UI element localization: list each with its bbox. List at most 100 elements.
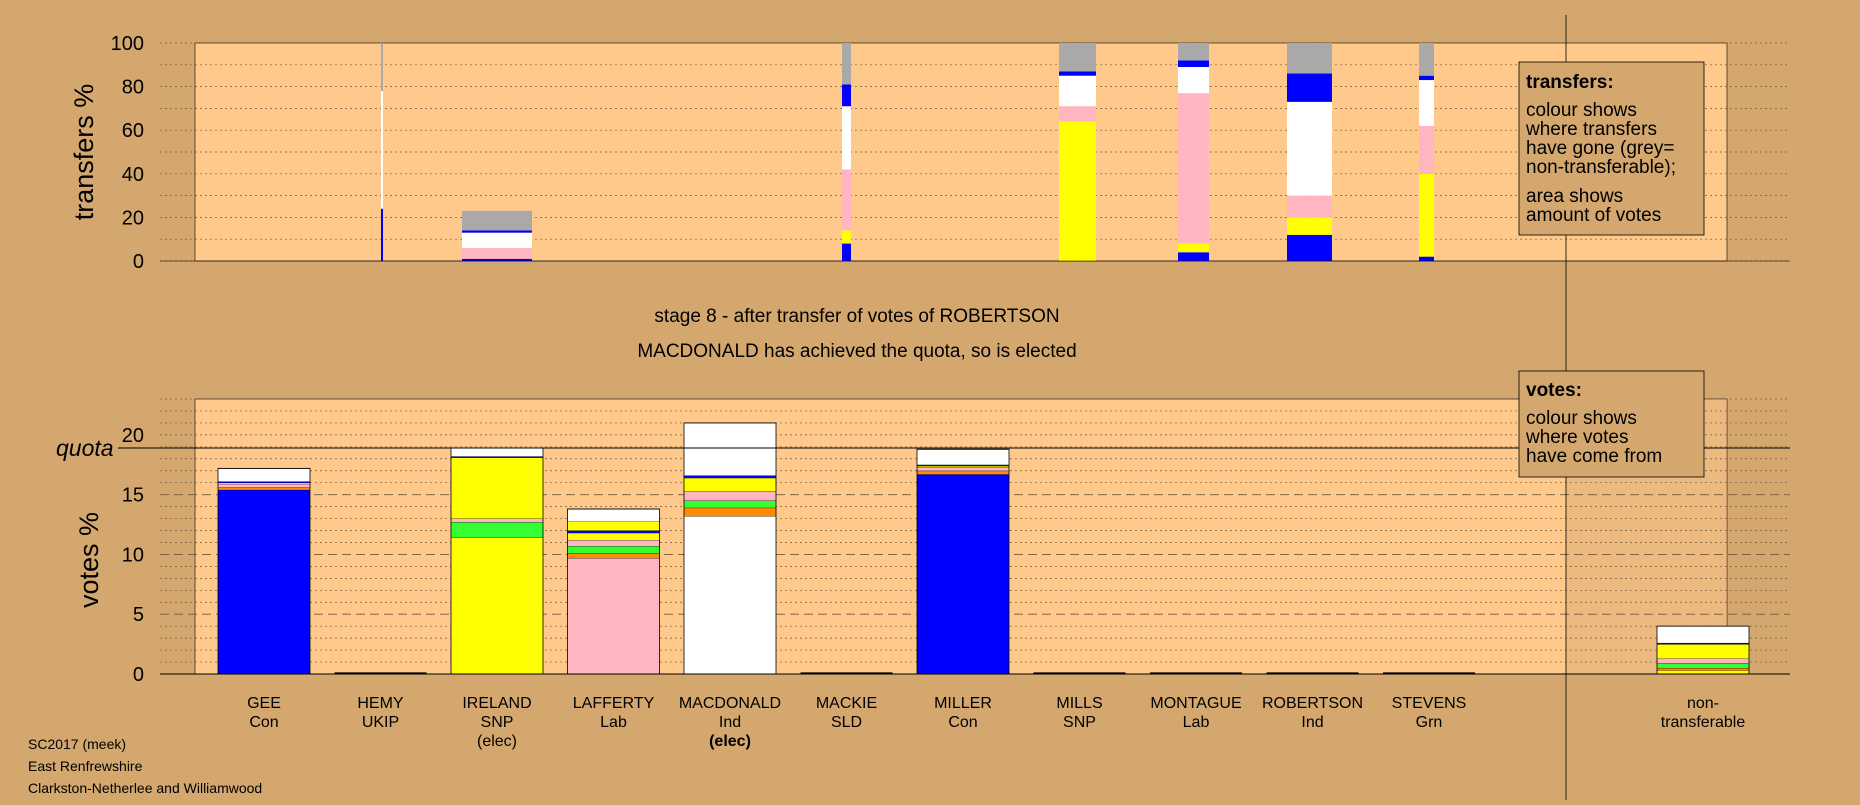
- candidate-party-label: SNP: [1063, 714, 1096, 731]
- candidate-name-label: IRELAND: [462, 695, 531, 712]
- vote-segment: [917, 465, 1009, 468]
- vote-segment: [218, 468, 310, 482]
- vote-segment: [1657, 658, 1749, 664]
- elected-text: MACDONALD has achieved the quota, so is …: [637, 341, 1076, 362]
- footer-line: East Renfrewshire: [28, 758, 143, 774]
- transfer-segment: [1419, 173, 1434, 257]
- vote-segment: [451, 457, 543, 519]
- transfers-y-axis-label: transfers %: [69, 84, 99, 221]
- transfers-legend-title: transfers:: [1526, 72, 1614, 93]
- vote-segment: [684, 491, 776, 501]
- candidate-party-label: SLD: [831, 714, 862, 731]
- transfers-gridlines: [160, 42, 1790, 262]
- vote-segment: [684, 516, 776, 674]
- vote-bar: [450, 447, 544, 675]
- transfer-column: [1287, 43, 1332, 261]
- candidate-name-label: MILLER: [934, 695, 992, 712]
- candidate-party-label: Con: [249, 714, 278, 731]
- vote-segment: [218, 489, 310, 674]
- transfer-segment: [462, 230, 532, 233]
- transfer-segment: [381, 90, 383, 209]
- transfers-axis: 0 20 40 60 80 100: [111, 33, 1790, 273]
- candidate-party-label: SNP: [481, 714, 514, 731]
- y-tick-label: 15: [122, 485, 144, 507]
- votes-y-axis-label: votes %: [74, 512, 104, 608]
- vote-segment: [451, 448, 543, 457]
- votes-legend-line: colour shows: [1526, 408, 1637, 429]
- stage-text: stage 8 - after transfer of votes of ROB…: [654, 306, 1059, 327]
- transfers-legend-line: where transfers: [1525, 119, 1657, 140]
- transfer-segment: [842, 84, 851, 107]
- vote-segment: [684, 507, 776, 517]
- candidate-name-label: LAFFERTY: [573, 695, 655, 712]
- y-tick-label: 60: [122, 120, 144, 142]
- candidate-name-label: STEVENS: [1392, 695, 1467, 712]
- footer-line: Clarkston-Netherlee and Williamwood: [28, 780, 262, 796]
- y-tick-label: 20: [122, 207, 144, 229]
- vote-segment: [684, 475, 776, 478]
- transfers-bars: [381, 43, 1434, 261]
- vote-segment: [1657, 626, 1749, 643]
- candidate-party-label: Grn: [1416, 714, 1443, 731]
- transfer-segment: [1059, 106, 1096, 122]
- transfer-segment: [1419, 75, 1434, 81]
- vote-segment: [684, 422, 776, 476]
- vote-segment: [451, 456, 543, 458]
- transfer-column: [1059, 43, 1096, 261]
- transfer-column: [842, 43, 851, 261]
- transfer-segment: [1419, 256, 1434, 261]
- transfer-segment: [842, 243, 851, 261]
- votes-bars: [217, 422, 1750, 675]
- vote-bar: [1656, 625, 1750, 675]
- y-tick-label: 100: [111, 33, 144, 55]
- transfer-segment: [1059, 75, 1096, 107]
- vote-bar: [217, 467, 311, 675]
- vote-segment: [567, 520, 660, 531]
- transfers-legend-line: area shows: [1526, 186, 1623, 207]
- candidate-name-label: ROBERTSON: [1262, 695, 1363, 712]
- vote-segment: [1657, 644, 1749, 659]
- transfer-segment: [1059, 71, 1096, 76]
- quota-label: quota: [56, 435, 114, 461]
- transfer-segment: [381, 43, 383, 91]
- candidate-party-label: Lab: [1183, 714, 1210, 731]
- vote-segment: [1657, 642, 1749, 645]
- transfers-legend-line: amount of votes: [1526, 205, 1661, 226]
- vote-segment: [1657, 668, 1749, 671]
- transfer-segment: [1059, 121, 1096, 261]
- transfer-column: [1178, 43, 1209, 261]
- vote-segment: [917, 464, 1009, 466]
- transfer-segment: [1178, 66, 1209, 94]
- candidate-status-label: (elec): [709, 733, 751, 750]
- y-tick-label: 10: [122, 544, 144, 566]
- transfer-segment: [462, 247, 532, 259]
- transfer-segment: [1287, 195, 1332, 218]
- transfer-segment: [1419, 43, 1434, 76]
- vote-segment: [567, 532, 660, 541]
- candidate-party-label: Lab: [600, 714, 627, 731]
- transfer-segment: [842, 169, 851, 231]
- candidate-name-label: MILLS: [1056, 695, 1102, 712]
- vote-segment: [218, 487, 310, 490]
- transfer-segment: [1419, 80, 1434, 126]
- transfer-segment: [842, 230, 851, 244]
- y-tick-label: 20: [122, 425, 144, 447]
- transfer-segment: [1178, 93, 1209, 244]
- vote-segment: [917, 467, 1009, 471]
- transfer-segment: [1059, 43, 1096, 72]
- y-tick-label: 80: [122, 77, 144, 99]
- vote-segment: [1657, 670, 1749, 674]
- vote-segment: [451, 537, 543, 674]
- vote-segment: [567, 546, 660, 554]
- transfer-segment: [462, 210, 532, 231]
- vote-segment: [567, 540, 660, 547]
- vote-segment: [451, 522, 543, 538]
- candidate-name-label: MACKIE: [816, 695, 877, 712]
- candidate-party-label: Ind: [719, 714, 741, 731]
- transfers-legend: transfers: colour shows where transfers …: [1518, 61, 1705, 236]
- candidate-name-label: MONTAGUE: [1150, 695, 1241, 712]
- vote-segment: [451, 518, 543, 523]
- candidate-name-label: HEMY: [357, 695, 404, 712]
- transfers-legend-line: non-transferable);: [1526, 157, 1676, 178]
